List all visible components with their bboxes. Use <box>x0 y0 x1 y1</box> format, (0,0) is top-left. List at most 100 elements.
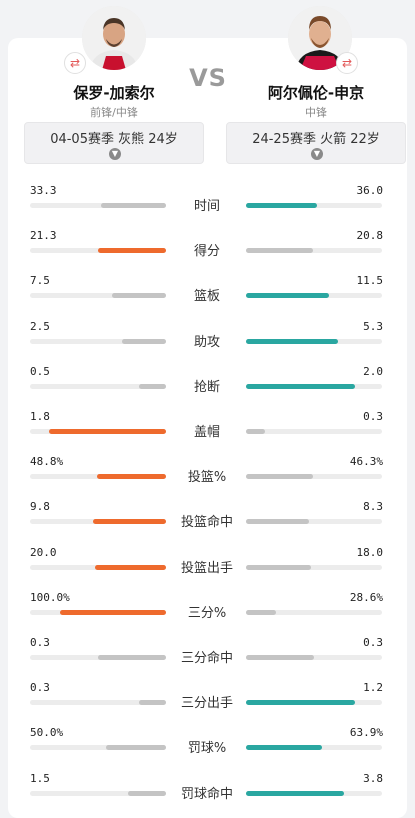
stat-right-bar-track <box>246 248 382 254</box>
player-left-position: 前锋/中锋 <box>90 106 138 119</box>
stat-label: 得分 <box>193 244 220 260</box>
stat-left-value: 7.5 <box>30 274 50 288</box>
stat-left-value: 0.3 <box>30 636 50 649</box>
stat-left-bar-track <box>30 293 166 299</box>
stat-right-bar <box>246 745 323 751</box>
stat-left-bar <box>111 293 166 299</box>
stat-left-bar-track <box>30 564 166 570</box>
stat-label: 助攻 <box>193 334 220 350</box>
stat-right-bar <box>246 338 339 344</box>
stat-right-bar <box>246 429 266 434</box>
stat-left-bar <box>100 203 166 208</box>
stat-right-bar <box>246 248 313 254</box>
stat-right-bar-track <box>246 293 382 299</box>
stat-left-bar-track <box>30 700 166 706</box>
stat-right-bar <box>246 519 309 525</box>
stat-row: 0.5 2.0 抢断 <box>0 365 415 411</box>
stat-label: 三分命中 <box>180 651 233 666</box>
stat-left-bar <box>98 655 166 660</box>
stat-row: 21.3 20.8 得分 <box>0 229 415 275</box>
stat-right-bar <box>246 383 355 389</box>
stat-right-value: 36.0 <box>356 184 384 197</box>
stat-right-bar <box>246 790 344 796</box>
stat-left-value: 0.5 <box>30 364 50 378</box>
stat-left-bar <box>98 248 166 254</box>
stat-left-bar-track <box>30 383 166 389</box>
stat-right-bar-track <box>246 609 382 615</box>
stat-label: 三分出手 <box>180 696 233 712</box>
stat-right-bar-track <box>246 203 382 208</box>
stat-right-bar <box>246 609 276 615</box>
stat-right-value: 8.3 <box>363 500 383 514</box>
stat-label: 投篮% <box>187 470 227 486</box>
player-left-season-select[interactable]: 04-05赛季 灰熊 24岁 ▼ <box>24 122 204 164</box>
stat-right-bar <box>246 564 312 570</box>
player-right-season-select[interactable]: 24-25赛季 火箭 22岁 ▼ <box>226 122 406 164</box>
stat-row: 100.0% 28.6% 三分% <box>0 591 415 637</box>
stat-left-bar-track <box>30 248 166 254</box>
stat-right-bar-track <box>246 790 382 796</box>
stat-label: 罚球% <box>187 741 227 757</box>
stat-left-value: 48.8% <box>30 455 64 469</box>
stat-right-value: 28.6% <box>349 590 383 604</box>
stat-left-value: 1.5 <box>30 771 50 785</box>
stat-row: 50.0% 63.9% 罚球% <box>0 726 415 772</box>
stat-left-value: 21.3 <box>30 229 57 243</box>
chevron-down-icon: ▼ <box>109 148 121 160</box>
stat-row: 1.5 3.8 罚球命中 <box>0 772 415 818</box>
stat-row: 0.3 1.2 三分出手 <box>0 681 415 727</box>
stat-row: 2.5 5.3 助攻 <box>0 320 415 366</box>
stat-right-bar-track <box>246 429 382 434</box>
stat-label: 抢断 <box>193 379 220 395</box>
stat-left-bar <box>106 745 166 751</box>
stat-right-value: 1.2 <box>363 681 383 695</box>
stat-right-bar-track <box>246 383 382 389</box>
stat-right-bar-track <box>246 655 382 660</box>
swap-player-right-icon[interactable]: ⇄ <box>336 52 358 74</box>
stat-right-bar-track <box>246 745 382 751</box>
stat-right-bar <box>246 700 355 706</box>
stat-label: 三分% <box>187 605 227 621</box>
comparison-card: ⇄ 保罗-加索尔 前锋/中锋 04-05赛季 灰熊 24岁 ▼ VS ⇄ 阿尔佩… <box>8 6 407 818</box>
player-right-position: 中锋 <box>305 106 327 119</box>
player-right-season-text: 24-25赛季 火箭 22岁 <box>252 132 380 147</box>
stat-left-value: 1.8 <box>30 410 50 423</box>
stat-left-value: 0.3 <box>30 681 50 695</box>
player-left-season-text: 04-05赛季 灰熊 24岁 <box>50 132 178 147</box>
stat-left-bar-track <box>30 655 166 660</box>
stat-row: 48.8% 46.3% 投篮% <box>0 455 415 501</box>
player-left-avatar[interactable] <box>82 6 146 70</box>
stat-left-bar <box>138 700 166 706</box>
stat-left-value: 2.5 <box>30 319 50 333</box>
stat-right-bar <box>246 293 329 299</box>
stat-right-value: 0.3 <box>363 636 383 649</box>
stat-left-value: 33.3 <box>30 184 57 197</box>
stat-left-value: 20.0 <box>30 545 57 559</box>
stat-right-bar-track <box>246 474 382 480</box>
vs-label: VS <box>189 64 227 92</box>
stat-row: 7.5 11.5 篮板 <box>0 274 415 320</box>
stat-label: 篮板 <box>193 289 220 305</box>
stat-right-bar <box>246 203 317 208</box>
stat-right-bar <box>246 474 313 480</box>
stat-left-value: 9.8 <box>30 500 50 514</box>
stat-left-bar-track <box>30 745 166 751</box>
player-right-name: 阿尔佩伦-申京 <box>267 84 365 102</box>
stat-right-value: 11.5 <box>356 274 384 288</box>
stat-row: 33.3 36.0 时间 <box>0 184 415 230</box>
stat-left-bar <box>127 790 166 796</box>
stat-right-value: 20.8 <box>356 229 384 243</box>
stat-label: 时间 <box>193 199 220 214</box>
player-left-photo <box>82 6 146 70</box>
stat-row: 0.3 0.3 三分命中 <box>0 636 415 682</box>
swap-player-left-icon[interactable]: ⇄ <box>64 52 86 74</box>
stat-left-bar-track <box>30 790 166 796</box>
stat-row: 1.8 0.3 盖帽 <box>0 410 415 456</box>
player-left-name: 保罗-加索尔 <box>73 84 155 102</box>
chevron-down-icon: ▼ <box>311 148 323 160</box>
stat-row: 9.8 8.3 投篮命中 <box>0 500 415 546</box>
stat-left-bar <box>49 429 166 434</box>
stat-left-bar-track <box>30 609 166 615</box>
stat-left-bar <box>96 474 166 480</box>
stat-right-bar-track <box>246 700 382 706</box>
